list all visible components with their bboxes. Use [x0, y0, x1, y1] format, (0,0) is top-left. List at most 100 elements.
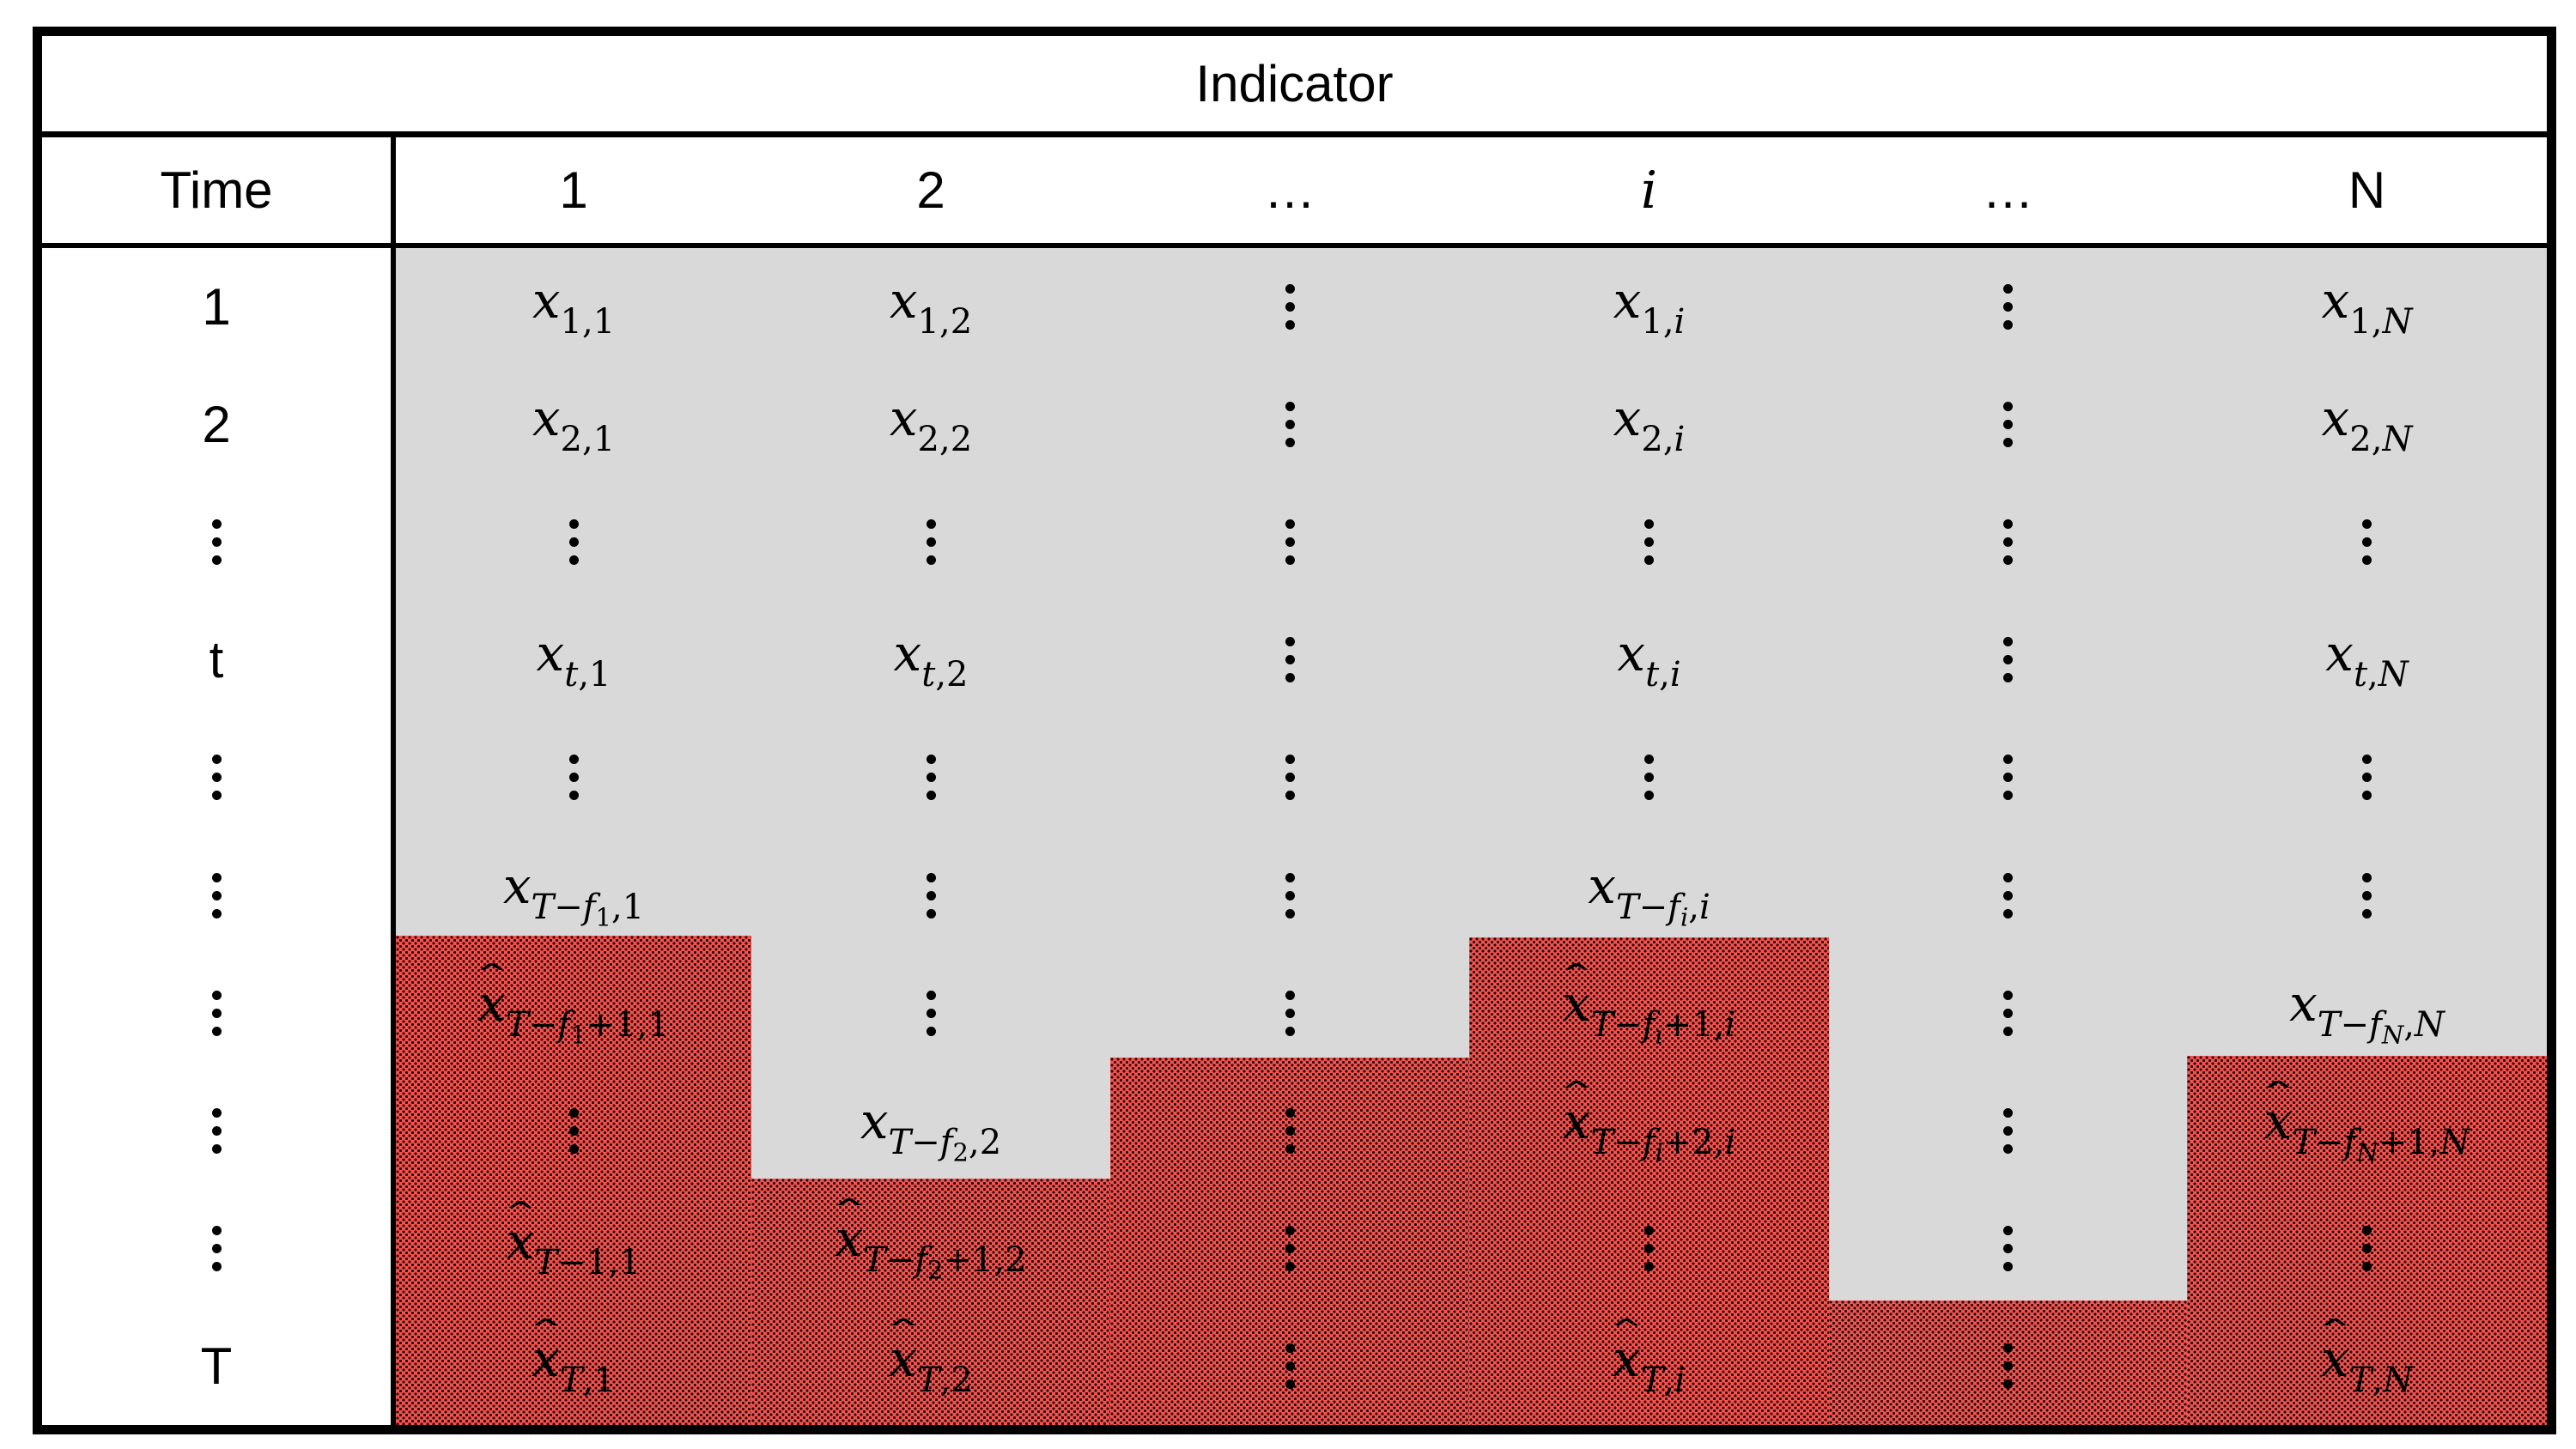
forecast-value: x ˆ T−f1+1,1	[472, 958, 670, 1050]
table-cell-observed: x1,1	[396, 248, 751, 366]
table-cell-vdots	[1829, 1307, 2187, 1425]
vdots-icon	[211, 872, 222, 919]
vdots-icon	[926, 872, 936, 919]
table-cell-vdots	[1110, 248, 1469, 366]
vdots-icon	[2362, 872, 2372, 919]
indicator-header-label: Indicator	[1195, 55, 1394, 112]
observed-value: x1,i	[1613, 270, 1686, 342]
vdots-icon	[926, 990, 936, 1036]
time-row-label: 2	[202, 396, 231, 454]
vdots-icon	[2003, 755, 2013, 801]
table-cell-vdots	[396, 718, 751, 836]
table-cell-vdots	[1110, 1190, 1469, 1307]
vdots-icon	[2003, 1107, 2013, 1154]
observed-value: x1,N	[2321, 270, 2413, 342]
vdots-icon	[568, 755, 579, 801]
table-cell-vdots	[751, 483, 1110, 601]
observed-value: x2,i	[1613, 388, 1686, 459]
table-cell-vdots	[1110, 366, 1469, 483]
table-cell-vdots	[1829, 483, 2187, 601]
forecast-value: x ˆ T−fi+1,i	[1558, 958, 1736, 1050]
forecast-value: x ˆ T,2	[884, 1314, 973, 1401]
table-cell-vdots	[2187, 718, 2547, 836]
forecast-region-col2	[751, 1179, 1110, 1425]
table-cell-vdots	[1829, 1190, 2187, 1307]
table-cell-vdots	[1110, 837, 1469, 955]
observed-value: xT−f2,2	[860, 1091, 1002, 1167]
vdots-icon	[1644, 1225, 1654, 1271]
observed-value: xt,N	[2325, 623, 2409, 694]
table-cell-vdots	[1110, 955, 1469, 1072]
time-row-vdots	[42, 836, 391, 954]
time-row-vdots	[42, 718, 391, 836]
observed-value: x1,2	[889, 270, 973, 342]
table-cell-vdots	[1829, 366, 2187, 483]
table-body: 1 2 t T x1,1 x1,2 x1,i x1,N x2,1 x2,2 x2,i x2,N xt,…	[42, 248, 2547, 1425]
table-cell-vdots	[1110, 483, 1469, 601]
time-header-label: Time	[160, 161, 273, 219]
table-cell-observed: x2,1	[396, 366, 751, 483]
vdots-icon	[1285, 1107, 1295, 1154]
vdots-icon	[1285, 402, 1295, 448]
vdots-icon	[2003, 1343, 2013, 1389]
divider-below-indicator	[42, 131, 2547, 137]
observed-region: x1,1 x1,2 x1,i x1,N x2,1 x2,2 x2,i x2,N xt,1 xt,2…	[396, 248, 2547, 1425]
vdots-icon	[211, 1107, 222, 1154]
vdots-icon	[568, 519, 579, 566]
table-cell-observed: xt,2	[751, 601, 1110, 718]
forecast-value: x ˆ T,N	[2316, 1314, 2414, 1401]
table-cell-vdots	[1469, 718, 1829, 836]
vdots-icon	[926, 519, 936, 566]
vdots-icon	[2003, 284, 2013, 330]
divider-below-column-headers	[42, 243, 2547, 248]
vdots-icon	[568, 1107, 579, 1154]
time-row-vdots	[42, 483, 391, 601]
vdots-icon	[1644, 755, 1654, 801]
vdots-icon	[2003, 872, 2013, 919]
observed-value: x1,1	[532, 270, 616, 342]
vdots-icon	[211, 519, 222, 566]
forecast-region-col1	[396, 936, 751, 1425]
table-cell-forecast: x ˆ T,1	[396, 1307, 751, 1425]
time-row-label: 1	[202, 278, 231, 336]
forecast-value: x ˆ T−fN+1,N	[2259, 1076, 2470, 1167]
observed-value: xT−f1,1	[502, 856, 645, 932]
table-cell-forecast: x ˆ T−fi+2,i	[1469, 1072, 1829, 1190]
column-header-2: 2	[916, 161, 945, 219]
vdots-icon	[211, 990, 222, 1036]
forecast-value: x ˆ T−fi+2,i	[1558, 1076, 1736, 1167]
observed-value: xt,2	[893, 623, 969, 694]
vdots-icon	[2003, 990, 2013, 1036]
table-cell-vdots	[1829, 718, 2187, 836]
vdots-icon	[2362, 1225, 2372, 1271]
time-row-vdots	[42, 1072, 391, 1190]
vdots-icon	[2003, 1225, 2013, 1271]
table-cell-forecast: x ˆ T,i	[1469, 1307, 1829, 1425]
table-cell-vdots	[396, 1072, 751, 1190]
vdots-icon	[211, 1225, 222, 1271]
forecast-value: x ˆ T,1	[526, 1314, 616, 1401]
table-cell-vdots	[1110, 718, 1469, 836]
table-cell-observed: x2,2	[751, 366, 1110, 483]
time-header: Time	[42, 137, 391, 243]
vdots-icon	[1285, 637, 1295, 683]
forecast-value: x ˆ T−1,1	[501, 1197, 641, 1283]
observed-value: x2,1	[532, 388, 616, 459]
time-column-separator	[391, 137, 396, 243]
table-cell-vdots	[1829, 248, 2187, 366]
table-cell-forecast: x ˆ T,N	[2187, 1307, 2547, 1425]
table-cell-forecast: x ˆ T−fi+1,i	[1469, 955, 1829, 1072]
table-cell-forecast: x ˆ T−f1+1,1	[396, 955, 751, 1072]
table-cell-vdots	[1829, 1072, 2187, 1190]
vdots-icon	[211, 755, 222, 801]
observed-value: x2,2	[889, 388, 973, 459]
forecast-value: x ˆ T−f2+1,2	[829, 1193, 1027, 1285]
table-cell-forecast: x ˆ T−1,1	[396, 1190, 751, 1307]
table-cell-observed: x2,N	[2187, 366, 2547, 483]
table-cell-vdots	[1829, 955, 2187, 1072]
table-cell-vdots	[1110, 601, 1469, 718]
table-cell-observed: xT−f1,1	[396, 837, 751, 955]
table-cell-observed: x1,2	[751, 248, 1110, 366]
